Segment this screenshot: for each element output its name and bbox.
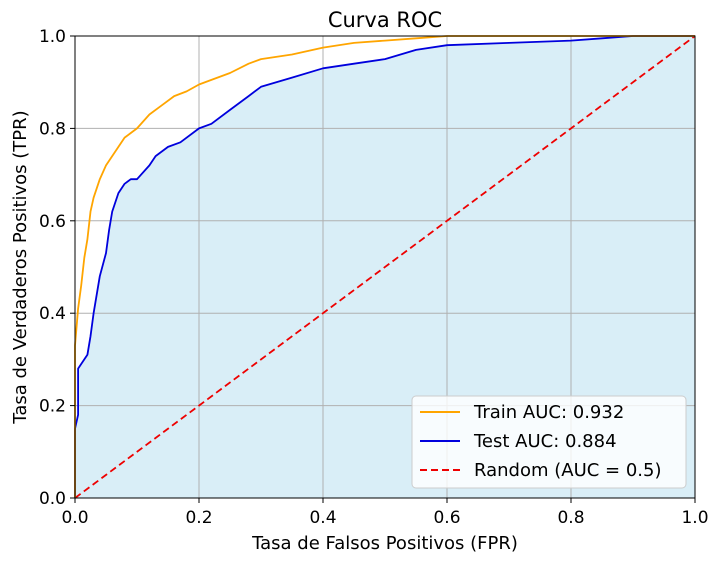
- y-axis-title: Tasa de Verdaderos Positivos (TPR): [10, 110, 31, 424]
- series-line-0: [74, 35, 695, 498]
- x-tick-label: 0.8: [557, 508, 584, 528]
- x-tick-label: 1.0: [681, 508, 708, 528]
- ticks-layer: 0.0 0.2 0.4 0.6 0.8 1.0 0.0 0.2 0.4 0.6 0.8 1.0: [39, 27, 709, 528]
- legend: Train AUC: 0.932 Test AUC: 0.884 Random (A…: [411, 395, 687, 489]
- y-tick-label: 0.4: [39, 304, 66, 324]
- x-tick-label: 0.2: [185, 508, 212, 528]
- series-line-1: [74, 35, 695, 498]
- legend-label-0: Train AUC: 0.932: [473, 402, 624, 423]
- y-tick-label: 0.8: [39, 119, 66, 139]
- legend-label-2: Random (AUC = 0.5): [474, 460, 662, 481]
- plot-frame: [74, 35, 696, 499]
- x-axis-title: Tasa de Falsos Positivos (FPR): [251, 533, 518, 554]
- x-tick-label: 0.6: [433, 508, 460, 528]
- chart-title: Curva ROC: [328, 8, 442, 32]
- x-tick-label: 0.4: [309, 508, 336, 528]
- y-tick-label: 1.0: [39, 27, 66, 47]
- x-tick-label: 0.0: [61, 508, 88, 528]
- y-tick-label: 0.6: [39, 212, 66, 232]
- y-tick-label: 0.0: [39, 489, 66, 509]
- legend-box: [411, 395, 687, 489]
- y-tick-label: 0.2: [39, 397, 66, 417]
- series-layer: [74, 35, 696, 499]
- legend-label-1: Test AUC: 0.884: [473, 431, 617, 452]
- series-line-2: [74, 35, 696, 499]
